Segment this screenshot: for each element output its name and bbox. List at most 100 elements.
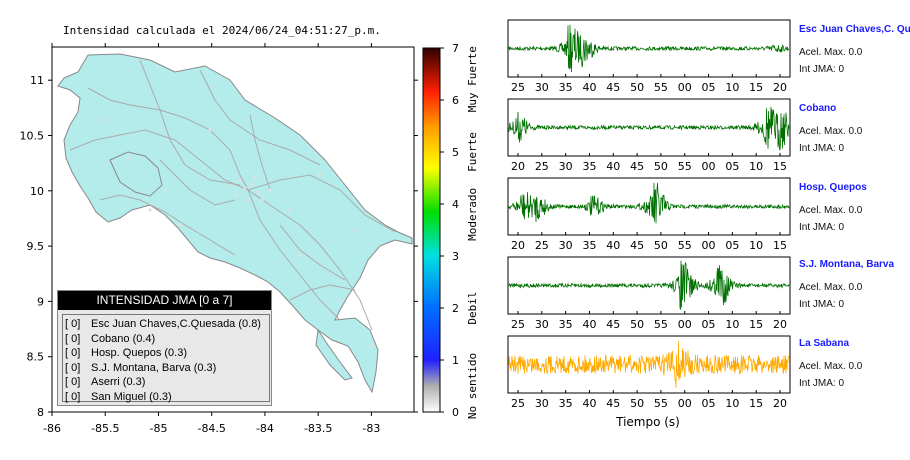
time-tick-label: 50 (630, 81, 644, 94)
time-tick-label: 00 (678, 81, 692, 94)
time-tick-label: 15 (749, 397, 763, 410)
colorbar-ticks: 0 1 2 3 4 5 6 7 (440, 42, 459, 419)
road-2 (139, 59, 241, 186)
town-marker-16 (208, 128, 212, 132)
legend-item-label: Hosp. Quepos (0.3) (91, 347, 187, 359)
x-tick-label: -83 (362, 422, 380, 435)
time-tick-label: 10 (725, 397, 739, 410)
town-marker-15 (98, 118, 102, 122)
land-polygon (57, 53, 413, 394)
legend-item-label: S.J. Montana, Barva (0.3) (91, 361, 217, 374)
time-tick-label: 05 (702, 397, 716, 410)
town-marker-1 (243, 186, 247, 190)
time-tick-label: 35 (559, 318, 573, 331)
station-jma-intensity: Int JMA: 0 (799, 378, 845, 389)
waveform-panel: 25 30 35 40 45 50 55 00 05 10 15 20 (507, 256, 791, 331)
time-tick-label: 50 (654, 239, 668, 252)
time-tick-label: 30 (535, 81, 549, 94)
road-3 (247, 174, 396, 233)
y-tick-label: 8.5 (27, 351, 45, 364)
nicoya-gulf-shore (109, 151, 163, 197)
time-tick-label: 35 (559, 397, 573, 410)
time-tick-label: 55 (654, 318, 668, 331)
colorbar-class-label: No sentido (466, 353, 479, 419)
road-1 (69, 129, 373, 331)
time-tick-label: 00 (678, 397, 692, 410)
town-marker-8 (246, 198, 250, 202)
station-jma-intensity: Int JMA: 0 (799, 143, 845, 154)
colorbar-tick-label: 3 (452, 250, 459, 263)
legend-item: [ 0] S.J. Montana, Barva (0.3) (65, 361, 269, 376)
town-marker-18 (288, 208, 292, 212)
time-tick-label: 50 (630, 397, 644, 410)
time-tick-label: 40 (582, 397, 596, 410)
time-tick-label: 50 (654, 160, 668, 173)
time-tick-label: 30 (559, 160, 573, 173)
colorbar-tick-label: 0 (452, 406, 459, 419)
time-tick-label: 40 (582, 318, 596, 331)
colorbar-labels: No sentido Debil Moderado Fuerte Muy Fuerte (466, 46, 479, 419)
time-tick-label: 05 (702, 81, 716, 94)
waveform-panel: 25 30 35 40 45 50 55 00 05 10 15 20 (507, 19, 791, 94)
station-jma-intensity: Int JMA: 0 (799, 299, 845, 310)
waveform-trace (508, 341, 790, 388)
x-tick-label: -83.5 (304, 422, 332, 435)
time-tick-label: 45 (606, 318, 620, 331)
time-tick-label: 00 (702, 239, 716, 252)
town-marker-19 (178, 223, 182, 227)
legend-item-label: Cobano (0.4) (91, 332, 156, 345)
legend-item: [ 0] Cobano (0.4) (65, 332, 269, 347)
colorbar-tick-label: 6 (452, 94, 459, 107)
time-tick-label: 15 (749, 81, 763, 94)
road-8 (249, 114, 271, 191)
time-tick-label: 25 (535, 239, 549, 252)
time-tick-label: 45 (630, 239, 644, 252)
town-marker-13 (338, 298, 342, 302)
time-tick-label: 30 (535, 318, 549, 331)
station-max-accel: Acel. Max. 0.0 (799, 361, 863, 372)
road-0 (87, 87, 249, 191)
road-10 (289, 284, 356, 301)
town-marker-10 (126, 156, 130, 160)
time-tick-label: 45 (630, 160, 644, 173)
colorbar-tick-label: 2 (452, 302, 459, 315)
time-tick-label: 00 (678, 318, 692, 331)
legend-item-label: Aserri (0.3) (91, 376, 146, 388)
y-tick-label: 10 (30, 185, 44, 198)
y-tick-label: 9 (37, 295, 44, 308)
road-7 (159, 159, 236, 206)
town-marker-12 (298, 253, 302, 257)
time-tick-label: 55 (654, 397, 668, 410)
waveform-panel: 20 25 30 35 40 45 50 55 00 05 10 15 (507, 98, 791, 173)
colorbar-tick-label: 5 (452, 146, 459, 159)
waveform-trace (508, 106, 790, 151)
station-max-accel: Acel. Max. 0.0 (799, 47, 863, 58)
legend-item: [ 0] Aserri (0.3) (65, 375, 269, 390)
station-name: Esc Juan Chaves,C. Qu (799, 24, 910, 35)
time-tick-label: 30 (535, 397, 549, 410)
town-marker-7 (228, 184, 232, 188)
time-tick-label: 20 (511, 160, 525, 173)
time-tick-label: 40 (606, 160, 620, 173)
time-tick-label: 25 (511, 81, 525, 94)
burica-peninsula (315, 328, 353, 381)
time-tick-label: 00 (702, 160, 716, 173)
legend-item-level: [ 0] (65, 318, 81, 330)
time-tick-label: 20 (773, 81, 787, 94)
colorbar-class-label: Moderado (466, 188, 479, 241)
time-tick-label: 05 (725, 239, 739, 252)
y-tick-label: 9.5 (27, 240, 45, 253)
colorbar-tick-label: 4 (452, 198, 459, 211)
time-tick-label: 25 (511, 397, 525, 410)
time-tick-label: 55 (678, 239, 692, 252)
waveform-trace (508, 260, 790, 310)
time-tick-label: 25 (511, 318, 525, 331)
time-tick-label: 35 (582, 160, 596, 173)
costa-rica-land (57, 53, 413, 394)
town-marker-11 (163, 188, 167, 192)
waveform-panel: 20 25 30 35 40 45 50 55 00 05 10 15 (507, 177, 791, 252)
legend-item-level: [ 0] (65, 390, 81, 403)
road-5 (199, 69, 321, 166)
y-tick-label: 8 (37, 406, 44, 419)
time-tick-label: 40 (606, 239, 620, 252)
